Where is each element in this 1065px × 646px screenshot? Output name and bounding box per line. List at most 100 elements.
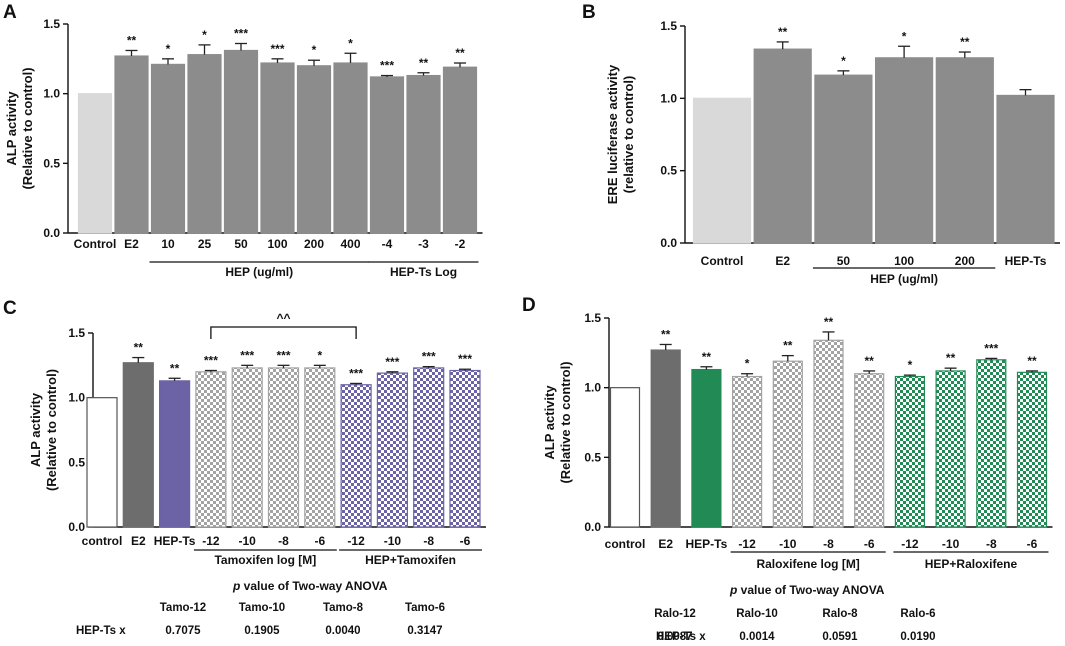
anova-title-rest-c: value of Two-way ANOVA [240, 579, 387, 593]
significance-d-9: *** [984, 341, 998, 355]
group-label-b-0: HEP (ug/ml) [870, 272, 938, 286]
comparison-bracket-label-c: ^^ [276, 311, 290, 325]
significance-d-4: ** [783, 339, 793, 353]
category-label-d-2: HEP-Ts [686, 537, 728, 551]
significance-a-5: *** [270, 42, 284, 56]
significance-d-2: ** [702, 350, 712, 364]
bar-d-10 [1016, 371, 1048, 528]
y-axis-label-line2-b: (relative to control) [621, 76, 636, 194]
bar-b-4 [935, 57, 994, 244]
significance-d-5: ** [824, 315, 834, 329]
bar-a-1 [114, 55, 149, 234]
panel-b-chart: 0.0 0.5 1.0 1.5 ERE luciferase activity(rela… [605, 19, 1060, 286]
anova-column-d-2: Ralo-8 [822, 608, 858, 620]
bar-c-0 [86, 397, 118, 528]
anova-value-c-2: 0.0040 [325, 625, 360, 637]
anova-value-d-2: 0.0591 [822, 631, 858, 643]
anova-column-c-3: Tamo-6 [405, 602, 445, 614]
panel-c-chart: 0.0 0.5 1.0 1.5 ALP activity(Relative to con… [28, 311, 486, 637]
category-label-d-10: -6 [1027, 537, 1038, 551]
significance-d-8: ** [946, 351, 956, 365]
category-label-d-8: -10 [942, 537, 960, 551]
significance-c-7: *** [349, 366, 363, 380]
category-label-a-9: -3 [418, 237, 429, 251]
category-label-c-8: -10 [384, 534, 402, 548]
bar-c-4 [231, 367, 263, 528]
significance-a-2: * [166, 42, 171, 56]
anova-value-d-0: 0.0087 [657, 631, 692, 643]
significance-a-1: ** [127, 33, 137, 47]
category-label-d-3: -12 [738, 537, 756, 551]
bar-a-9 [406, 74, 441, 234]
group-label-d-0: Raloxifene log [M] [756, 557, 859, 571]
y-tick-label-d: 0.0 [584, 520, 601, 534]
significance-c-10: *** [458, 352, 472, 366]
bar-c-9 [413, 367, 445, 528]
bar-a-8 [369, 76, 405, 234]
bar-a-0 [77, 93, 113, 234]
anova-column-c-2: Tamo-8 [323, 602, 364, 614]
bar-d-9 [976, 359, 1007, 528]
anova-column-d-1: Ralo-10 [736, 608, 778, 620]
bar-c-5 [267, 367, 300, 528]
y-tick-label-c: 0.0 [68, 520, 85, 534]
bar-a-2 [150, 63, 186, 234]
category-label-b-2: 50 [837, 254, 851, 268]
significance-d-10: ** [1027, 354, 1037, 368]
anova-value-d-1: 0.0014 [739, 631, 775, 643]
bar-d-3 [731, 375, 763, 528]
anova-title-p-c: p [232, 579, 240, 593]
anova-value-c-3: 0.3147 [407, 625, 442, 637]
group-label-c-0: Tamoxifen log [M] [214, 553, 316, 567]
bar-d-6 [854, 373, 885, 528]
bar-b-2 [814, 74, 873, 244]
category-label-d-5: -8 [823, 537, 834, 551]
category-label-a-10: -2 [455, 237, 466, 251]
category-label-c-4: -10 [239, 534, 257, 548]
category-label-d-0: control [605, 537, 646, 551]
y-axis-label-b: ERE luciferase activity(relative to cont… [605, 64, 636, 204]
bar-b-1 [753, 48, 812, 244]
y-tick-label-d: 1.0 [584, 381, 601, 395]
bar-d-5 [813, 339, 844, 528]
category-label-c-6: -6 [314, 534, 325, 548]
bar-a-5 [260, 62, 295, 234]
category-label-d-7: -12 [901, 537, 919, 551]
category-label-c-1: E2 [131, 534, 146, 548]
significance-a-7: * [348, 36, 353, 50]
category-label-b-3: 100 [894, 254, 914, 268]
significance-c-4: *** [240, 348, 254, 362]
category-label-c-3: -12 [202, 534, 220, 548]
y-axis-label-line1-b: ERE luciferase activity [605, 64, 620, 204]
category-label-a-0: Control [74, 237, 117, 251]
significance-c-9: *** [422, 350, 436, 364]
significance-a-4: *** [234, 27, 248, 41]
significance-d-1: ** [661, 327, 671, 341]
anova-column-c-1: Tamo-10 [239, 602, 285, 614]
category-label-a-6: 200 [304, 237, 324, 251]
panel-d-chart: 0.0 0.5 1.0 1.5 ALP activity(Relative to con… [542, 311, 1053, 643]
category-label-c-7: -12 [347, 534, 365, 548]
bar-c-7 [340, 384, 372, 528]
category-label-c-9: -8 [423, 534, 434, 548]
category-label-a-4: 50 [234, 237, 248, 251]
bar-c-1 [122, 362, 154, 528]
y-axis-label-line2-d: (Relative to control) [558, 361, 573, 483]
y-axis-label-line2-a: (Relative to control) [20, 67, 35, 189]
bar-a-4 [223, 49, 259, 234]
y-axis-label-line1-d: ALP activity [542, 385, 557, 460]
bar-c-10 [449, 369, 481, 528]
bar-b-3 [874, 57, 934, 244]
bar-a-10 [442, 66, 478, 234]
significance-a-6: * [312, 43, 317, 57]
category-label-a-1: E2 [124, 237, 139, 251]
bar-d-2 [691, 368, 722, 528]
category-label-b-4: 200 [955, 254, 975, 268]
anova-value-d-3: 0.0190 [900, 631, 935, 643]
group-label-c-1: HEP+Tamoxifen [365, 553, 456, 567]
comparison-bracket-c [210, 326, 357, 339]
group-label-a-1: HEP-Ts Log [390, 265, 457, 279]
y-tick-label-a: 1.5 [43, 17, 60, 31]
significance-d-3: * [745, 357, 750, 371]
category-label-c-10: -6 [460, 534, 471, 548]
